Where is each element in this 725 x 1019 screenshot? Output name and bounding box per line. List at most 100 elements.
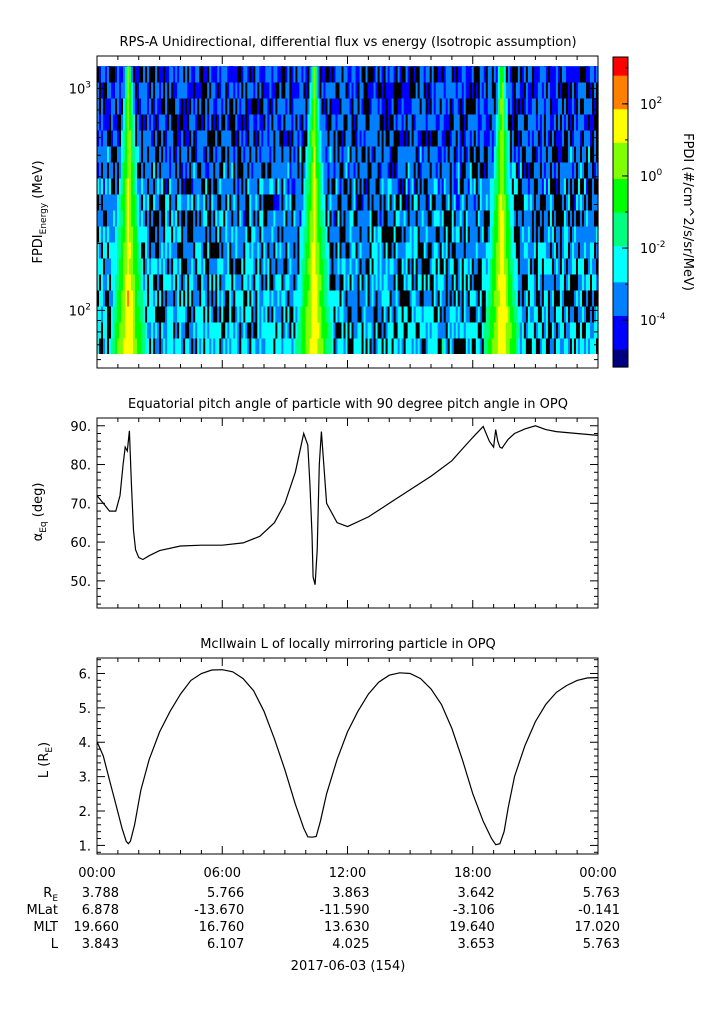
spectrogram-cell bbox=[481, 82, 485, 99]
spectrogram-cell bbox=[471, 66, 475, 67]
spectrogram-cell bbox=[163, 146, 166, 163]
spectrogram-cell bbox=[279, 194, 282, 211]
spectrogram-cell bbox=[209, 194, 212, 211]
spectrogram-cell bbox=[131, 82, 134, 99]
spectrogram-cell bbox=[243, 162, 246, 179]
spectrogram-cell bbox=[419, 290, 423, 307]
spectrogram-cell bbox=[327, 226, 331, 243]
spectrogram-cell bbox=[285, 258, 288, 275]
spectrogram-cell bbox=[291, 98, 294, 115]
spectrogram-cell bbox=[113, 114, 116, 131]
spectrogram-cell bbox=[207, 322, 210, 339]
spectrogram-cell bbox=[481, 242, 485, 259]
spectrogram-cell bbox=[517, 98, 521, 115]
spectrogram-cell bbox=[229, 98, 232, 115]
spectrogram-cell bbox=[251, 258, 254, 275]
spectrogram-cell bbox=[279, 82, 282, 99]
spectrogram-cell bbox=[185, 162, 188, 179]
spectrogram-cell bbox=[247, 146, 250, 163]
spectrogram-cell bbox=[521, 274, 525, 291]
spectrogram-cell bbox=[101, 194, 104, 211]
spectrogram-cell bbox=[271, 306, 274, 323]
spectrogram-cell bbox=[567, 130, 571, 147]
spectrogram-cell bbox=[263, 290, 266, 307]
spectrogram-cell bbox=[563, 98, 567, 115]
spectrogram-cell bbox=[119, 242, 122, 259]
spectrogram-cell bbox=[347, 306, 351, 323]
spectrogram-cell bbox=[137, 66, 140, 83]
spectrogram-cell bbox=[549, 290, 553, 307]
spectrogram-cell bbox=[283, 338, 286, 355]
spectrogram-cell bbox=[505, 226, 509, 243]
spectrogram-cell bbox=[275, 82, 278, 99]
spectrogram-cell bbox=[225, 274, 228, 291]
spectrogram-cell bbox=[265, 210, 268, 227]
spectrogram-cell bbox=[333, 162, 337, 179]
spectrogram-cell bbox=[467, 226, 471, 243]
spectrogram-cell bbox=[335, 194, 339, 211]
spectrogram-cell bbox=[417, 146, 421, 163]
colorbar-step bbox=[613, 90, 628, 94]
spectrogram-cell bbox=[153, 322, 156, 339]
spectrogram-cell bbox=[133, 98, 136, 115]
spectrogram-cell bbox=[255, 66, 258, 83]
spectrogram-cell bbox=[405, 322, 409, 339]
spectrogram-cell bbox=[403, 82, 407, 99]
spectrogram-cell bbox=[321, 258, 325, 275]
spectrogram-cell bbox=[115, 306, 118, 323]
spectrogram-cell bbox=[271, 258, 274, 275]
spectrogram-cell bbox=[283, 98, 286, 115]
spectrogram-cell bbox=[371, 146, 375, 163]
spectrogram-cell bbox=[417, 114, 421, 131]
spectrogram-cell bbox=[163, 274, 166, 291]
spectrogram-cell bbox=[533, 66, 537, 83]
spectrogram-cell bbox=[285, 146, 288, 163]
spectrogram-cell bbox=[191, 306, 194, 323]
spectrogram-cell bbox=[413, 306, 417, 323]
spectrogram-cell bbox=[131, 194, 134, 211]
spectrogram-cell bbox=[167, 114, 170, 131]
spectrogram-cell bbox=[331, 194, 335, 211]
spectrogram-cell bbox=[161, 274, 164, 291]
spectrogram-cell bbox=[371, 162, 375, 179]
spectrogram-cell bbox=[495, 322, 499, 339]
spectrogram-cell bbox=[353, 146, 357, 163]
spectrogram-cell bbox=[255, 66, 258, 67]
spectrogram-cell bbox=[391, 258, 395, 275]
spectrogram-cell bbox=[357, 306, 361, 323]
spectrogram-cell bbox=[199, 226, 202, 243]
spectrogram-cell bbox=[473, 146, 477, 163]
spectrogram-cell bbox=[417, 98, 421, 115]
spectrogram-cell bbox=[303, 290, 307, 307]
spectrogram-cell bbox=[149, 146, 152, 163]
spectrogram-cell bbox=[477, 194, 481, 211]
spectrogram-cell bbox=[167, 226, 170, 243]
spectrogram-cell bbox=[575, 178, 579, 195]
spectrogram-cell bbox=[593, 114, 597, 131]
spectrogram-cell bbox=[447, 66, 451, 83]
spectrogram-cell bbox=[377, 274, 381, 291]
spectrogram-cell bbox=[175, 146, 178, 163]
spectrogram-cell bbox=[207, 66, 210, 67]
spectrogram-cell bbox=[319, 274, 323, 291]
spectrogram-cell bbox=[183, 66, 186, 67]
spectrogram-cell bbox=[231, 66, 234, 67]
spectrogram-cell bbox=[141, 306, 144, 323]
spectrogram-cell bbox=[233, 338, 236, 355]
spectrogram-cell bbox=[185, 306, 188, 323]
spectrogram-cell bbox=[583, 226, 587, 243]
spectrogram-cell bbox=[581, 114, 585, 131]
spectrogram-cell bbox=[139, 338, 142, 355]
spectrogram-cell bbox=[225, 146, 228, 163]
spectrogram-cell bbox=[265, 338, 268, 355]
colorbar-step bbox=[613, 199, 628, 203]
spectrogram-cell bbox=[535, 194, 539, 211]
spectrogram-cell bbox=[107, 114, 110, 131]
spectrogram-cell bbox=[379, 114, 383, 131]
spectrogram-cell bbox=[499, 258, 503, 275]
spectrogram-cell bbox=[235, 66, 238, 83]
spectrogram-cell bbox=[559, 306, 563, 323]
spectrogram-cell bbox=[537, 242, 541, 259]
spectrogram-cell bbox=[373, 242, 377, 259]
